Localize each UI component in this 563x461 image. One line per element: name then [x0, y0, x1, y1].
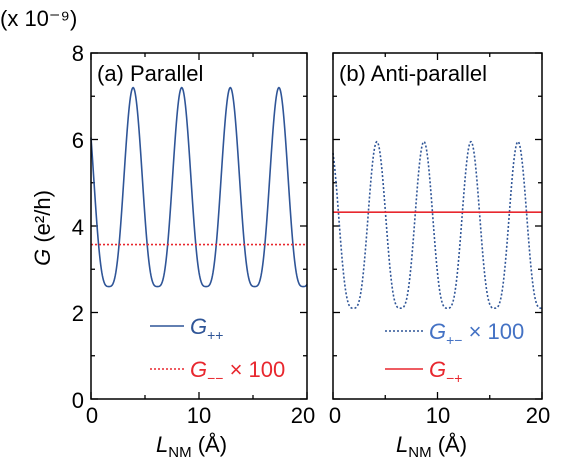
legend-entry-g-minus-plus: G−+: [429, 357, 462, 386]
x-axis-title-b: LNM (Å): [396, 432, 467, 461]
legend-entry-g-minus-minus: G−− × 100: [190, 357, 285, 386]
panel-a-label: (a) Parallel: [97, 61, 203, 86]
y-axis-title-symbol: G: [30, 249, 55, 266]
x-tick-labels-a: 0 10 20: [86, 403, 315, 428]
x-tick-label: 20: [291, 403, 315, 428]
panel-a-series: [90, 86, 308, 288]
panel-b: (b) Anti-parallel G+− × 100 G−+: [332, 52, 543, 400]
y-tick-label: 8: [72, 41, 84, 66]
x-axis-title-a: LNM (Å): [156, 432, 227, 461]
panel-b-label: (b) Anti-parallel: [339, 61, 487, 86]
x-tick-label: 20: [526, 403, 550, 428]
x-tick-label: 10: [426, 403, 450, 428]
panel-a-frame: [90, 52, 308, 400]
panel-b-frame: [332, 52, 543, 400]
x-tick-labels-b: 0 10 20: [329, 403, 550, 428]
y-tick-label: 6: [72, 128, 84, 153]
panel-b-legend: G+− × 100 G−+: [385, 319, 524, 386]
x-tick-label: 10: [187, 403, 211, 428]
panel-b-ticks: [332, 52, 543, 400]
y-tick-label: 0: [72, 388, 84, 413]
series-line-gplus-minus: [332, 140, 542, 309]
panel-b-series: [332, 140, 542, 309]
legend-entry-g-plus-minus: G+− × 100: [429, 319, 524, 348]
y-tick-label: 2: [72, 301, 84, 326]
y-axis-title: G (e²/h): [30, 190, 55, 266]
series-line-gplus-plus: [90, 86, 308, 288]
y-multiplier-label: (x 10⁻⁹): [0, 6, 77, 31]
x-tick-label: 0: [329, 403, 341, 428]
x-tick-label: 0: [86, 403, 98, 428]
y-tick-labels: 0 2 4 6 8: [72, 41, 84, 413]
y-axis-title-unit: (e²/h): [30, 190, 55, 249]
legend-entry-g-plus-plus: G++: [190, 314, 223, 343]
panel-a: (a) Parallel G++ G−− × 100: [90, 52, 308, 400]
panel-a-legend: G++ G−− × 100: [150, 314, 285, 386]
y-tick-label: 4: [72, 215, 84, 240]
